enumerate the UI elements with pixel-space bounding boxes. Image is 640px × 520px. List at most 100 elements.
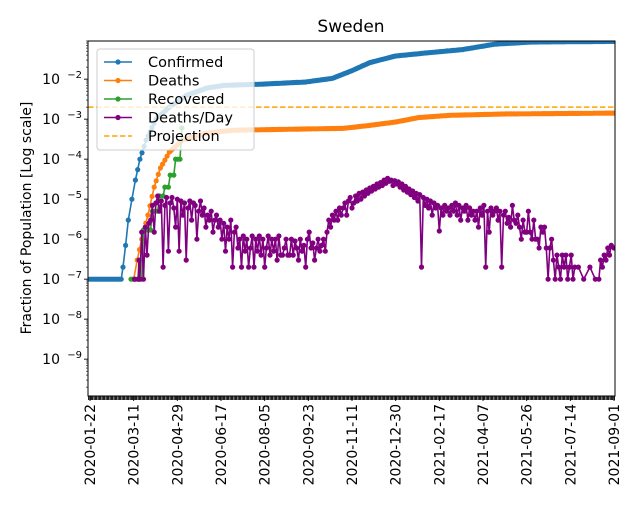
data-point-deaths-day: [461, 208, 467, 214]
data-point-deaths-day: [483, 264, 489, 270]
data-point-confirmed: [139, 150, 145, 156]
x-minor-tick: [121, 396, 123, 400]
x-minor-tick: [381, 396, 383, 400]
data-point-deaths-day: [304, 236, 310, 242]
data-point-deaths-day: [167, 200, 173, 206]
data-point-deaths-day: [173, 224, 179, 230]
data-point-deaths-day: [598, 257, 604, 263]
data-point-deaths-day: [181, 200, 188, 206]
x-tick-label: 2020-09-23: [301, 404, 317, 485]
data-point-deaths-day: [465, 217, 471, 223]
data-point-deaths-day: [203, 224, 209, 230]
x-minor-tick: [593, 396, 595, 400]
data-point-deaths-day: [136, 257, 142, 263]
data-point-deaths-day: [144, 252, 150, 258]
data-point-confirmed: [120, 264, 126, 270]
y-tick-base: 10: [42, 72, 60, 88]
x-minor-tick: [105, 396, 107, 400]
data-point-deaths-day: [529, 236, 535, 242]
x-minor-tick: [521, 396, 523, 400]
x-minor-tick: [477, 396, 479, 400]
x-minor-tick: [393, 396, 395, 400]
data-point-confirmed: [137, 156, 143, 162]
x-minor-tick: [265, 396, 267, 400]
data-point-deaths-day: [192, 202, 198, 208]
data-point-deaths-day: [500, 212, 507, 218]
x-tick-label: 2020-03-11: [127, 404, 143, 485]
data-point-deaths-day: [568, 252, 574, 258]
data-point-confirmed: [132, 177, 138, 183]
data-point-deaths-day: [470, 208, 476, 214]
data-point-deaths-day: [276, 233, 282, 239]
data-point-deaths-day: [561, 264, 567, 270]
x-minor-tick: [505, 396, 507, 400]
data-point-deaths-day: [249, 233, 255, 239]
x-minor-tick: [337, 396, 339, 400]
y-tick-exponent: −7: [67, 270, 82, 281]
x-minor-tick: [601, 396, 603, 400]
x-minor-tick: [357, 396, 359, 400]
data-point-recovered: [171, 172, 177, 178]
data-point-deaths-day: [326, 217, 332, 223]
x-minor-tick: [581, 396, 583, 400]
data-point-deaths-day: [481, 202, 487, 208]
x-minor-tick: [457, 396, 459, 400]
x-minor-tick: [329, 396, 331, 400]
data-point-deaths: [157, 165, 163, 171]
data-point-deaths-day: [508, 224, 514, 230]
data-point-deaths: [155, 171, 161, 177]
data-point-deaths-day: [411, 194, 417, 201]
data-point-deaths: [164, 153, 170, 159]
data-point-confirmed: [123, 242, 129, 248]
data-point-deaths-day: [319, 242, 325, 248]
x-minor-tick: [205, 396, 207, 400]
data-point-deaths-day: [315, 236, 321, 242]
x-minor-tick: [261, 396, 263, 400]
data-point-deaths-day: [153, 200, 159, 206]
x-minor-tick: [273, 396, 275, 400]
x-minor-tick: [377, 396, 379, 400]
data-point-deaths-day: [158, 198, 164, 204]
data-point-deaths-day: [554, 252, 560, 258]
data-point-deaths-day: [402, 183, 409, 189]
data-point-deaths-day: [340, 205, 346, 211]
data-point-deaths-day: [197, 198, 204, 204]
legend-item-deaths: Deaths: [104, 74, 199, 90]
data-point-deaths-day: [606, 252, 613, 258]
x-minor-tick: [149, 396, 151, 400]
data-point-deaths-day: [240, 233, 246, 239]
x-minor-tick: [237, 396, 239, 400]
data-point-recovered: [177, 156, 183, 162]
data-point-deaths-day: [474, 208, 480, 214]
data-point-deaths-day: [484, 208, 491, 214]
x-minor-tick: [309, 396, 311, 400]
data-point-deaths-day: [324, 229, 330, 235]
plot-frame: [87, 40, 616, 397]
y-tick-base: 10: [42, 232, 60, 248]
y-tick-label: 10 −5: [42, 190, 82, 208]
x-minor-tick: [97, 396, 99, 400]
data-point-deaths-day: [556, 264, 562, 270]
data-point-deaths-day: [426, 205, 432, 211]
x-tick-label: 2021-05-26: [520, 404, 536, 485]
data-point-deaths-day: [358, 196, 364, 202]
x-minor-tick: [109, 396, 111, 400]
x-minor-tick: [169, 396, 171, 400]
x-minor-tick: [353, 396, 355, 400]
y-tick-base: 10: [42, 152, 60, 168]
x-minor-tick: [161, 396, 163, 400]
data-point-deaths-day: [297, 236, 303, 242]
x-minor-tick: [269, 396, 271, 400]
data-point-deaths-day: [493, 205, 499, 211]
x-minor-tick: [221, 396, 223, 400]
y-tick-exponent: −9: [67, 350, 82, 361]
data-point-deaths-day: [199, 212, 205, 218]
data-point-deaths-day: [221, 220, 227, 226]
x-minor-tick: [321, 396, 323, 400]
y-tick-exponent: −4: [67, 150, 82, 161]
data-point-deaths-day: [456, 202, 462, 208]
x-minor-tick: [525, 396, 527, 400]
data-point-deaths-day: [269, 236, 275, 242]
x-minor-tick: [409, 396, 411, 400]
data-point-deaths-day: [155, 193, 161, 199]
